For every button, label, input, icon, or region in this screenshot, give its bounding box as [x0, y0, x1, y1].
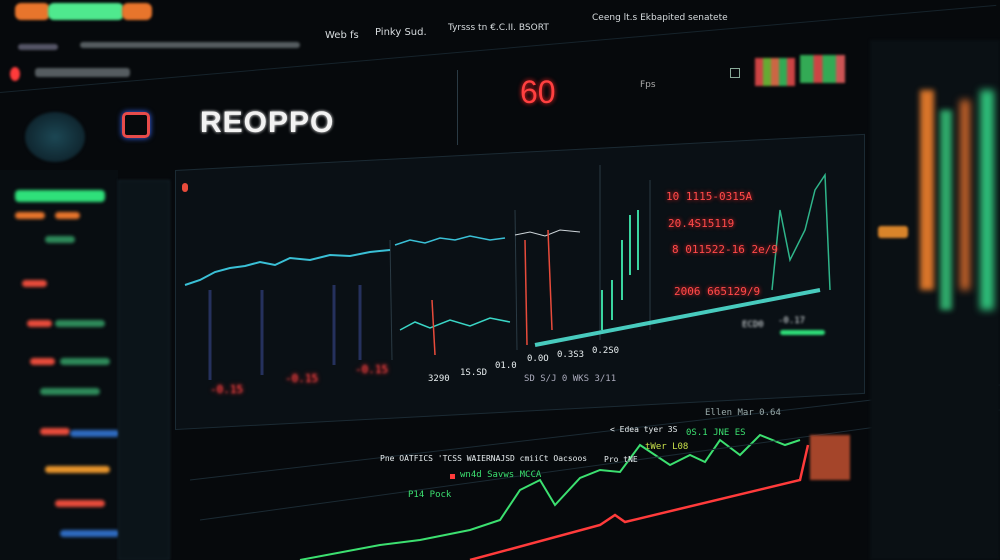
- ticker-row: Pne OATFICS 'TCSS WAIERNAJSD cmiiCt Oacs…: [380, 454, 588, 463]
- left-sidebar: [0, 170, 118, 560]
- axis-value: 1S.SD: [460, 368, 488, 378]
- price-label: 2006 665129/9: [674, 285, 761, 298]
- status-pill-orange-right: [122, 3, 152, 20]
- price-label: 8 011522-16 2e/9: [672, 243, 778, 256]
- price-label: 20.4S15119: [668, 217, 735, 230]
- sidebar-item[interactable]: [60, 358, 110, 365]
- ticker-green: 0S.1 JNE ES: [686, 428, 746, 438]
- sidebar-item[interactable]: [27, 320, 52, 327]
- sidebar-item[interactable]: [55, 212, 80, 219]
- sidebar-item[interactable]: [55, 320, 105, 327]
- header-vline: [457, 70, 458, 145]
- red-value: -0.15: [355, 363, 389, 376]
- sidebar-item[interactable]: [45, 236, 75, 243]
- logo-icon: [122, 112, 150, 138]
- app-icon[interactable]: [25, 112, 85, 162]
- menu-blur-2[interactable]: [80, 42, 300, 48]
- sidebar-item[interactable]: [70, 430, 120, 437]
- right-panel: [870, 40, 1000, 560]
- sidebar-item[interactable]: [60, 530, 120, 537]
- menu-item[interactable]: Tyrsss tn €.C.II. BSORT: [448, 23, 549, 33]
- panel-divider: [389, 239, 393, 361]
- status-pill-orange-left: [15, 3, 50, 20]
- ticker-row: < Edea tyer 3S: [610, 425, 678, 434]
- sidebar-item[interactable]: [40, 388, 100, 395]
- sidebar-item[interactable]: [30, 358, 55, 365]
- menu-item[interactable]: Pinky Sud.: [375, 27, 427, 38]
- right-bar-orange-2: [960, 100, 970, 290]
- price-line-teal-3: [399, 317, 511, 331]
- ticker-alert-icon: [450, 474, 455, 479]
- ticker-row: wn4d Savws MCCA: [460, 470, 542, 480]
- panel-divider: [514, 209, 518, 351]
- sidebar-item[interactable]: [45, 466, 110, 473]
- ticker-row: Ellen Mar 0.64: [705, 408, 781, 418]
- status-pill-green: [48, 3, 124, 20]
- right-spike-line: [771, 172, 831, 291]
- right-bar-green-2: [980, 90, 994, 310]
- right-bar-green: [940, 110, 952, 310]
- mini-chart-thumb[interactable]: [755, 58, 795, 86]
- symbol-list[interactable]: [118, 180, 170, 560]
- axis-value: 0.3S3: [557, 350, 585, 360]
- red-value: -0.15: [285, 372, 319, 385]
- right-label: -0.17: [778, 316, 806, 326]
- price-line-teal: [184, 249, 391, 286]
- ticker-row: P14 Pock: [408, 490, 452, 500]
- menu-item[interactable]: Ceeng lt.s Ekbapited senatete: [592, 13, 728, 23]
- right-chip-orange[interactable]: [878, 226, 908, 238]
- right-bar-orange: [920, 90, 934, 290]
- counter-unit: Fps: [640, 80, 656, 90]
- candle-red: [547, 229, 553, 331]
- sidebar-item[interactable]: [40, 428, 70, 435]
- chart-footer: SD S/J 0 WKS 3/11: [524, 374, 617, 384]
- sidebar-active-item[interactable]: [15, 190, 105, 202]
- ticker-row: Pro tNE: [604, 455, 638, 464]
- right-label: ECD0: [742, 320, 764, 330]
- trend-line: [534, 288, 821, 347]
- logo-text: REOPPO: [200, 106, 335, 139]
- ticker-green: tWer L08: [645, 442, 689, 452]
- ticker-divider: [189, 384, 1000, 481]
- price-label: 10 1115-0315A: [666, 190, 753, 203]
- heat-block-orange: [810, 435, 850, 480]
- ticker-divider-2: [199, 409, 1000, 521]
- axis-value: 01.0: [495, 361, 517, 371]
- red-series-line: [469, 444, 810, 560]
- sidebar-item[interactable]: [55, 500, 105, 507]
- green-indicator: [780, 330, 825, 335]
- sidebar-item[interactable]: [15, 212, 45, 219]
- counter-value: 60: [520, 74, 556, 110]
- axis-value: 0.0O: [527, 354, 549, 364]
- candle-red: [431, 299, 436, 356]
- alert-text: [35, 68, 130, 77]
- price-line-teal-2: [394, 235, 506, 246]
- window-icon[interactable]: [730, 68, 740, 78]
- menu-blur-1[interactable]: [18, 44, 58, 50]
- axis-value: 3290: [428, 374, 450, 384]
- red-value: -0.15: [210, 383, 244, 396]
- axis-value: 0.2S0: [592, 346, 620, 356]
- candle-red: [524, 239, 528, 346]
- mini-chart-thumb-2[interactable]: [800, 55, 845, 83]
- green-series-line: [299, 433, 801, 560]
- alert-dot-icon: [10, 67, 20, 81]
- price-line-white: [514, 229, 581, 237]
- sidebar-item[interactable]: [22, 280, 47, 287]
- chart-marker-icon: [182, 183, 188, 192]
- menu-item[interactable]: Web fs: [325, 30, 359, 41]
